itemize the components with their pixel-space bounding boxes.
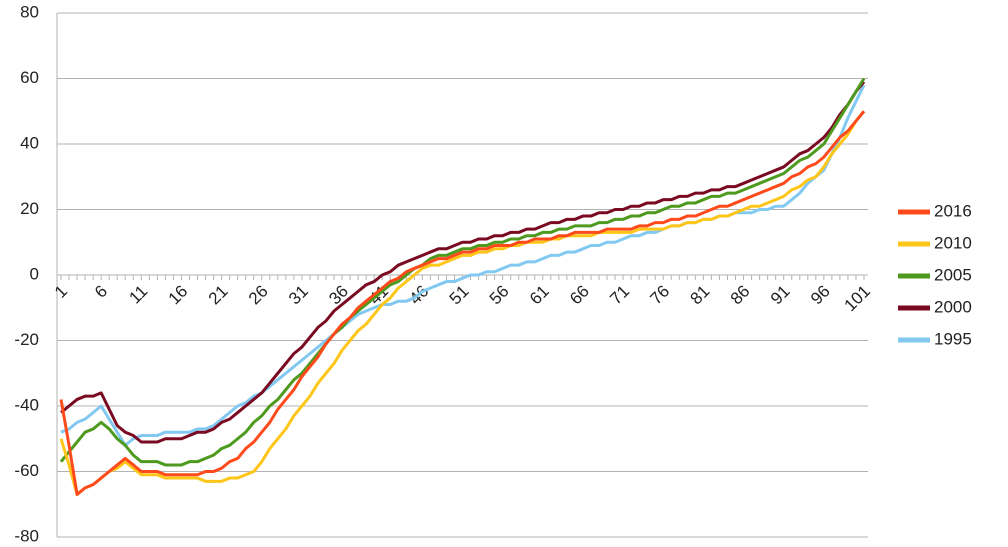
legend-label: 2016	[934, 201, 972, 220]
x-tick-label: 61	[526, 282, 553, 309]
x-tick-label: 101	[840, 282, 873, 315]
y-tick-label: 80	[20, 2, 39, 21]
x-tick-label: 66	[566, 282, 593, 309]
y-tick-label: 20	[20, 199, 39, 218]
series-line	[59, 110, 866, 496]
y-tick-label: -60	[14, 461, 39, 480]
x-tick-label: 71	[606, 282, 633, 309]
x-tick-label: 91	[767, 282, 794, 309]
series-line	[60, 84, 866, 447]
x-tick-label: 21	[205, 282, 232, 309]
y-tick-label: -80	[14, 526, 39, 545]
x-tick-label: 26	[245, 282, 272, 309]
x-tick-label: 11	[125, 282, 151, 308]
x-tick-label: 36	[325, 282, 352, 309]
legend-label: 1995	[934, 329, 972, 348]
series-line	[59, 77, 866, 467]
x-tick-label: 81	[687, 282, 714, 309]
x-tick-label: 31	[285, 282, 312, 309]
x-tick-label: 51	[446, 282, 473, 309]
legend-label: 2000	[934, 297, 972, 316]
series-line	[60, 80, 866, 444]
y-tick-label: 40	[20, 133, 39, 152]
x-tick-label: 16	[165, 282, 192, 309]
y-tick-label: 60	[20, 68, 39, 87]
legend-label: 2010	[934, 233, 972, 252]
x-tick-label: 86	[727, 282, 754, 309]
x-tick-label: 1	[51, 282, 71, 302]
y-tick-label: -20	[14, 330, 39, 349]
y-tick-label: -40	[14, 395, 39, 414]
x-tick-label: 76	[646, 282, 673, 309]
x-tick-label: 6	[91, 282, 111, 302]
legend-label: 2005	[934, 265, 972, 284]
x-tick-label: 56	[486, 282, 513, 309]
series-line	[59, 110, 866, 496]
y-tick-label: 0	[30, 264, 39, 283]
x-tick-label: 96	[807, 282, 834, 309]
